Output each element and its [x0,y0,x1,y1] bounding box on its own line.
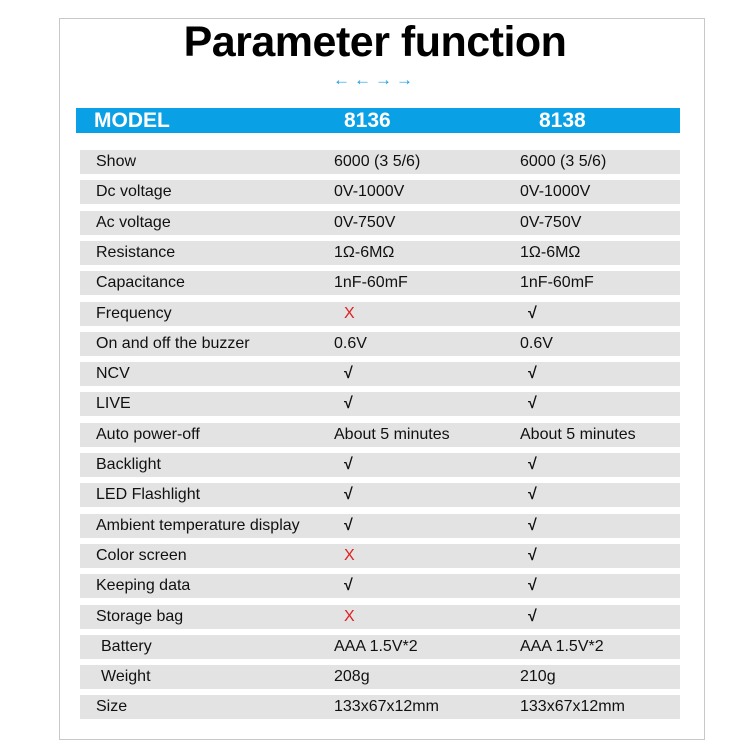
arrow-left-icon: ← [333,70,350,89]
table-row: On and off the buzzer 0.6V 0.6V [80,331,680,356]
table-row: Color screen X √ [80,543,680,568]
check-icon: √ [528,365,537,383]
value-8138: 0.6V [520,334,553,352]
value-8138: 1Ω-6MΩ [520,243,581,261]
arrow-left-icon: ← [354,70,371,89]
row-label: Weight [101,668,151,686]
row-label: Frequency [96,304,172,322]
row-label: Storage bag [96,607,184,625]
check-icon: √ [344,365,353,383]
value-8136: 6000 (3 5/6) [334,153,421,170]
check-icon: √ [528,577,537,595]
table-row: Weight 208g 210g [80,665,680,690]
header-model-label: MODEL [94,109,170,132]
row-label: Battery [101,637,152,655]
value-8138: 133x67x12mm [520,698,625,716]
value-8136: 0V-1000V [334,183,405,201]
value-8136: 1Ω-6MΩ [334,243,395,261]
value-8136: 0V-750V [334,213,396,231]
value-8138: 6000 (3 5/6) [520,153,607,170]
table-row: Storage bag X √ [80,604,680,629]
row-label: Ambient temperature display [96,516,300,534]
row-label: Size [96,698,128,716]
table-row: Keeping data √ √ [80,574,680,599]
check-icon: √ [528,607,537,625]
row-label: Resistance [96,243,176,261]
row-label: Dc voltage [96,183,172,201]
table-row: Show 6000 (3 5/6) 6000 (3 5/6) [80,150,680,174]
value-8138: About 5 minutes [520,425,636,443]
value-8138: 1nF-60mF [520,274,594,292]
row-label: Backlight [96,456,161,473]
check-icon: √ [344,456,353,473]
check-icon: √ [528,456,537,473]
table-row: NCV √ √ [80,362,680,387]
arrow-right-icon: → [396,70,413,89]
row-label: On and off the buzzer [96,334,250,352]
row-label: Keeping data [96,577,191,595]
row-label: Auto power-off [96,425,200,443]
row-label: Color screen [96,546,187,564]
table-header: MODEL 8136 8138 [76,108,680,133]
value-8136: 208g [334,668,370,686]
check-icon: √ [344,395,353,413]
row-label: LIVE [96,395,131,413]
row-label: Ac voltage [96,213,171,231]
check-icon: √ [528,395,537,413]
check-icon: √ [528,486,537,504]
value-8136: 1nF-60mF [334,274,408,292]
table-row: Resistance 1Ω-6MΩ 1Ω-6MΩ [80,240,680,265]
cross-icon: X [344,607,355,625]
table-row: Backlight √ √ [80,453,680,477]
value-8136: AAA 1.5V*2 [334,637,418,655]
check-icon: √ [344,486,353,504]
header-model-8136: 8136 [344,109,391,132]
table-row: Ac voltage 0V-750V 0V-750V [80,210,680,235]
spec-frame [59,18,705,740]
table-row: LED Flashlight √ √ [80,483,680,508]
check-icon: √ [528,304,537,322]
value-8136: 133x67x12mm [334,698,439,716]
check-icon: √ [344,516,353,534]
table-row: Ambient temperature display √ √ [80,513,680,538]
table-row: Capacitance 1nF-60mF 1nF-60mF [80,271,680,296]
table-row: Battery AAA 1.5V*2 AAA 1.5V*2 [80,634,680,659]
page-title: Parameter function [183,18,567,66]
table-row: Dc voltage 0V-1000V 0V-1000V [80,180,680,205]
row-label: LED Flashlight [96,486,201,504]
table-row: Auto power-off About 5 minutes About 5 min… [80,422,680,447]
check-icon: √ [528,546,537,564]
value-8138: 0V-750V [520,213,582,231]
cross-icon: X [344,304,355,322]
table-row: Frequency X √ [80,301,680,326]
table-row: Size 133x67x12mm 133x67x12mm [80,695,680,720]
value-8138: 0V-1000V [520,183,591,201]
check-icon: √ [528,516,537,534]
row-label: NCV [96,365,130,383]
value-8138: 210g [520,668,556,686]
table-row: LIVE √ √ [80,392,680,417]
value-8136: About 5 minutes [334,425,450,443]
cross-icon: X [344,546,355,564]
value-8138: AAA 1.5V*2 [520,637,604,655]
value-8136: 0.6V [334,334,367,352]
header-model-8138: 8138 [539,109,586,132]
row-label: Show [96,153,137,170]
decorative-arrows: ← ← → → [333,70,413,90]
arrow-right-icon: → [375,70,392,89]
check-icon: √ [344,577,353,595]
row-label: Capacitance [96,274,185,292]
